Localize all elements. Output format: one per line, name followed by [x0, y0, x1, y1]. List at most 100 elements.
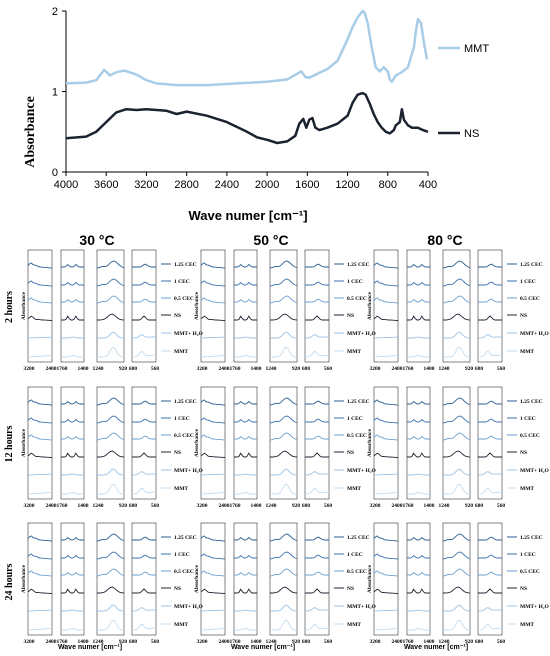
panel-legend-label: 1 CEC	[347, 279, 363, 285]
trace-3	[61, 315, 84, 321]
trace-2	[407, 435, 430, 440]
trace-2	[305, 298, 329, 303]
trace-5	[131, 350, 157, 358]
trace-5	[443, 619, 471, 631]
panel-y-label: Absorbance	[194, 428, 200, 457]
trace-0	[96, 533, 125, 542]
panel-legend-label: NS	[174, 450, 181, 456]
trace-5	[407, 492, 430, 495]
panel-legend-label: 1.25 CEC	[520, 535, 543, 541]
subpanel-frame	[27, 249, 53, 363]
trace-0	[269, 533, 298, 542]
panel-tick-label: 3200	[197, 503, 208, 509]
panel-tick-label: 560	[497, 639, 506, 645]
trace-5	[407, 355, 430, 358]
trace-4	[200, 473, 226, 476]
trace-3	[407, 315, 430, 321]
panel-tick-label: 560	[324, 503, 333, 509]
main-legend: MMT NS	[438, 43, 489, 140]
panel-legend-label: 0.5 CEC	[347, 433, 367, 439]
trace-5	[131, 623, 157, 631]
trace-1	[478, 418, 502, 423]
trace-3	[200, 588, 226, 594]
panel-y-label: Absorbance	[367, 428, 373, 457]
subpanel-frame	[406, 386, 431, 500]
trace-2	[407, 298, 430, 303]
trace-1	[305, 418, 329, 423]
subpanel-frame	[269, 522, 298, 636]
trace-0	[305, 400, 329, 405]
panel-tick-label: 560	[324, 639, 333, 645]
trace-4	[407, 609, 430, 612]
trace-5	[61, 628, 84, 631]
panel-tick-label: 1760	[57, 366, 68, 372]
subpanel-frame	[406, 249, 431, 363]
panel-tick-label: 1240	[439, 639, 450, 645]
trace-0	[234, 400, 257, 405]
panel-tick-label: 1760	[230, 639, 241, 645]
panel-tick-label: 1240	[93, 503, 104, 509]
trace-3	[132, 452, 156, 458]
panel-tick-label: 2400	[219, 503, 230, 509]
trace-1	[269, 551, 298, 560]
subpanel-frame	[477, 386, 503, 500]
panel-r1-c1: 3200 2400 1760 1400 1240 920 680 560 Absorbance 1…	[21, 249, 203, 372]
trace-1	[96, 415, 125, 424]
panel-legend-label: MMT+ H₂O	[347, 604, 376, 610]
trace-3	[270, 313, 298, 321]
subpanel-frame	[304, 522, 330, 636]
trace-2	[132, 571, 156, 576]
trace-3	[373, 588, 399, 594]
panel-tick-label: 2400	[46, 366, 57, 372]
trace-5	[97, 346, 125, 358]
panel-tick-label: 1760	[57, 639, 68, 645]
panel-tick-label: 1240	[266, 503, 277, 509]
panel-tick-label: 3200	[24, 366, 35, 372]
subpanel-frame	[269, 249, 298, 363]
panel-tick-label: 680	[302, 366, 311, 372]
panel-legend-label: 1 CEC	[520, 552, 536, 558]
trace-5	[61, 355, 84, 358]
trace-4	[27, 336, 53, 339]
panel-tick-label: 1400	[251, 639, 262, 645]
trace-2	[442, 568, 471, 577]
subpanel-frame	[27, 386, 53, 500]
trace-2	[234, 435, 257, 440]
trace-2	[269, 295, 298, 304]
trace-4	[304, 471, 330, 476]
x-tick-label: 800	[379, 179, 397, 191]
panel-y-label: Absorbance	[21, 564, 27, 593]
x-tick-label: 2000	[255, 179, 279, 191]
panel-tick-label: 920	[465, 366, 474, 372]
panel-r2-c2: 3200 2400 1760 1400 1240 920 680 560 Absorbance 1…	[194, 386, 376, 509]
trace-1	[234, 418, 257, 423]
subpanel-frame	[233, 386, 258, 500]
trace-3	[132, 315, 156, 321]
panel-r3-c3: 3200 2400 1760 1400 1240 920 680 560 Absorbance 1…	[367, 522, 549, 651]
spectra-grid: 30 °C 50 °C 80 °C 2 hours 12 hours 24 ho…	[4, 232, 549, 651]
panel-legend-label: MMT	[347, 622, 361, 628]
trace-0	[132, 263, 156, 268]
trace-4	[304, 607, 330, 612]
panel-legend-label: 1 CEC	[347, 416, 363, 422]
panel-tick-label: 2400	[392, 366, 403, 372]
trace-0	[305, 536, 329, 541]
trace-1	[132, 418, 156, 423]
trace-5	[443, 346, 471, 358]
trace-4	[131, 471, 157, 476]
trace-5	[304, 350, 330, 358]
subpanel-frame	[200, 249, 226, 363]
panel-tick-label: 920	[119, 503, 128, 509]
trace-2	[305, 435, 329, 440]
x-tick-label: 3200	[134, 179, 158, 191]
panel-tick-label: 2400	[392, 503, 403, 509]
panel-tick-label: 1400	[424, 366, 435, 372]
panel-legend-label: 1.25 CEC	[347, 535, 370, 541]
panel-legend-label: 0.5 CEC	[347, 569, 367, 575]
trace-1	[442, 278, 471, 287]
trace-4	[234, 336, 257, 339]
trace-0	[407, 400, 430, 405]
panel-legend-label: 1.25 CEC	[174, 262, 197, 268]
trace-5	[27, 355, 53, 358]
panel-tick-label: 560	[151, 639, 160, 645]
